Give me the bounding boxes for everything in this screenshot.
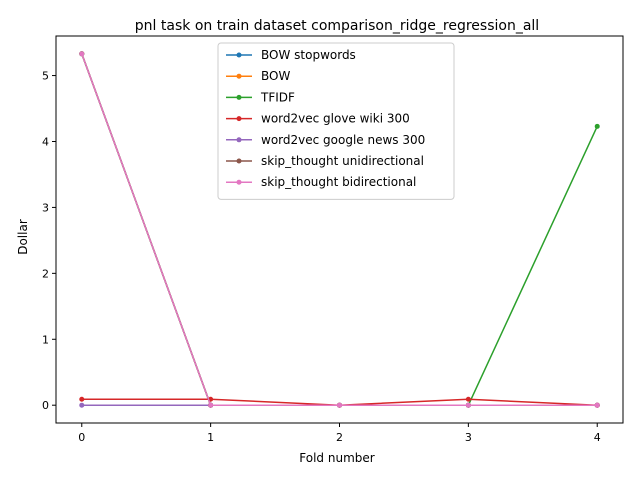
legend-label: skip_thought unidirectional — [261, 154, 424, 168]
legend-marker — [236, 137, 242, 143]
legend-label: word2vec google news 300 — [261, 133, 425, 147]
x-tick-label: 3 — [465, 431, 472, 444]
chart-title: pnl task on train dataset comparison_rid… — [135, 18, 539, 34]
legend-marker — [236, 73, 242, 79]
legend-label: skip_thought bidirectional — [261, 175, 416, 189]
y-tick-label: 2 — [42, 267, 49, 280]
legend-marker — [236, 52, 242, 58]
axes-frame — [55, 35, 624, 424]
x-tick-label: 1 — [207, 431, 214, 444]
legend-marker — [236, 94, 242, 100]
data-point — [79, 396, 85, 402]
y-tick-label: 1 — [42, 333, 49, 346]
y-tick-label: 5 — [42, 70, 49, 83]
legend-label: BOW stopwords — [261, 48, 356, 62]
legend-label: word2vec glove wiki 300 — [261, 112, 410, 126]
x-tick-label: 2 — [336, 431, 343, 444]
legend-label: BOW — [261, 69, 290, 83]
legend-label: TFIDF — [260, 90, 295, 104]
plot-area: 0 1 2 3 4 0 1 2 3 4 5 — [42, 35, 624, 444]
y-tick-label: 0 — [42, 399, 49, 412]
data-point — [337, 402, 342, 408]
data-point — [79, 402, 85, 408]
data-point — [594, 123, 600, 129]
x-axis-label: Fold number — [299, 451, 374, 465]
data-point — [465, 396, 471, 402]
legend-marker — [236, 179, 242, 185]
data-point — [208, 402, 214, 408]
legend-box — [217, 42, 455, 200]
data-point — [465, 402, 471, 408]
legend-marker — [236, 116, 242, 122]
legend-marker — [236, 158, 242, 164]
y-axis-label: Dollar — [16, 219, 30, 255]
x-tick-label: 0 — [78, 431, 85, 444]
data-point — [79, 51, 85, 57]
x-tick-label: 4 — [594, 431, 601, 444]
y-tick-label: 3 — [42, 201, 49, 214]
data-point — [594, 402, 600, 408]
legend: BOW stopwords BOW TFIDF word2vec glove wiki… — [217, 42, 455, 200]
y-tick-label: 4 — [42, 135, 49, 148]
